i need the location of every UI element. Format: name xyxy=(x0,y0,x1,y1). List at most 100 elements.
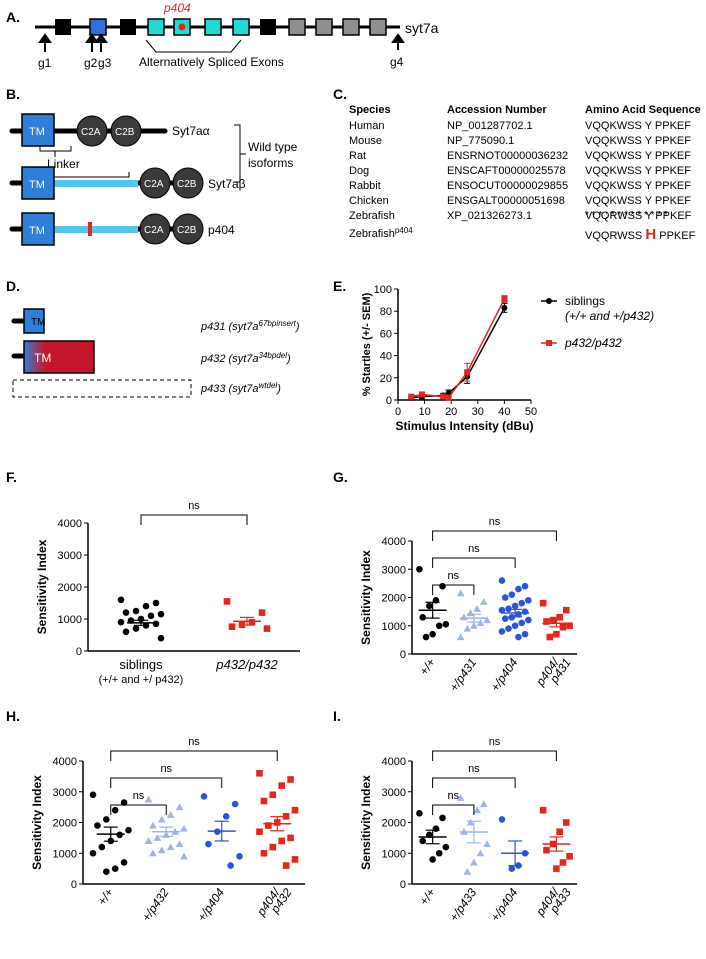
row-species: Dog xyxy=(349,165,369,177)
data-point xyxy=(416,809,423,817)
data-point xyxy=(442,621,450,628)
sequence-rows: Human NP_001287702.1 VQQKWSS Y PPKEF Mouse N… xyxy=(349,120,692,222)
data-point xyxy=(180,824,188,832)
significance-label: ns xyxy=(468,763,480,775)
exon-3 xyxy=(120,19,136,35)
data-point xyxy=(269,791,277,799)
data-point xyxy=(111,806,119,814)
data-point xyxy=(291,856,299,863)
significance-bracket xyxy=(432,777,516,788)
significance-label: ns xyxy=(447,790,459,802)
c2b-label-p404: C2B xyxy=(177,225,197,236)
x-tick-label: +/p404 xyxy=(488,885,521,924)
y-tick-label: 3000 xyxy=(382,564,406,576)
data-point xyxy=(147,612,155,620)
p431-truncated-protein xyxy=(23,308,45,334)
data-point xyxy=(120,799,128,806)
data-point xyxy=(132,625,140,632)
p431-tm-label: TM xyxy=(31,317,45,328)
row-sequence: VQQKWSS Y PPKEF xyxy=(585,150,691,162)
data-point xyxy=(144,795,153,803)
p433-label: p433 (syt7awtdel) xyxy=(200,381,281,395)
panel-b-letter: B. xyxy=(6,86,20,102)
significance-label: ns xyxy=(188,500,200,512)
x-tick-label: 40 xyxy=(498,406,510,418)
header-species: Species xyxy=(349,104,391,116)
data-point xyxy=(422,633,430,641)
p432-truncated-protein xyxy=(23,340,95,374)
data-point xyxy=(473,806,481,814)
data-point xyxy=(463,624,472,632)
data-point xyxy=(440,393,447,400)
data-point xyxy=(439,582,446,590)
data-point xyxy=(521,630,529,638)
x-tick-label: +/+ xyxy=(95,886,116,908)
data-point xyxy=(429,856,436,863)
data-point xyxy=(464,369,471,376)
data-point xyxy=(501,295,508,302)
data-point xyxy=(282,813,290,820)
row-species: Human xyxy=(349,120,384,132)
x-tick-label: p432/p432 xyxy=(215,657,278,672)
data-point xyxy=(269,843,277,851)
significance-bracket xyxy=(432,750,557,761)
y-tick-label: 0 xyxy=(76,646,82,658)
data-point xyxy=(149,849,157,857)
data-point xyxy=(117,618,125,626)
data-point xyxy=(231,800,239,808)
data-point xyxy=(103,868,110,875)
exon-alt-4 xyxy=(232,18,250,36)
data-point xyxy=(222,813,230,820)
data-point xyxy=(256,828,263,836)
x-tick-label: +/p431 xyxy=(447,656,480,694)
row-sequence: VQQRWSS Y PPKEF xyxy=(585,210,692,222)
tm-domain-alpha xyxy=(21,113,55,147)
legend-marker xyxy=(546,298,552,304)
data-point xyxy=(122,628,130,636)
significance-label: ns xyxy=(188,736,200,748)
data-point xyxy=(89,791,97,799)
chart-i-sensitivity: 0 1000 2000 3000 4000 Sensitivity Index +/+ +/p… xyxy=(359,736,577,924)
x-tick-label: +/p404 xyxy=(194,885,227,924)
data-point xyxy=(525,616,532,624)
data-point xyxy=(426,602,433,610)
data-point xyxy=(157,634,165,642)
legend-label: (+/+ and +/p432) xyxy=(565,309,654,323)
y-tick-label: 100 xyxy=(374,284,392,296)
data-point xyxy=(435,622,443,630)
data-point xyxy=(483,616,491,624)
data-point xyxy=(498,577,506,584)
data-point xyxy=(260,849,268,857)
data-point xyxy=(152,599,160,607)
linker-beta xyxy=(54,180,138,187)
row-accession: XP_021326273.1 xyxy=(447,210,532,222)
data-point xyxy=(117,596,125,604)
isoform-p404-label: p404 xyxy=(208,223,235,237)
y-tick-label: 0 xyxy=(71,879,77,891)
data-point xyxy=(149,821,157,829)
data-point xyxy=(278,782,285,789)
data-point xyxy=(525,597,532,604)
mutation-label: p404 xyxy=(163,1,191,15)
row-accession: NP_775090.1 xyxy=(447,135,514,147)
data-point xyxy=(508,865,516,872)
y-tick-label: 2000 xyxy=(53,818,77,830)
panel-d: D. TM TM p431 (syt7a67bpinsert) p432 (sy… xyxy=(6,278,300,398)
row-sequence: VQQKWSS Y PPKEF xyxy=(585,135,691,147)
data-point xyxy=(470,621,478,629)
header-accession: Accession Number xyxy=(447,104,547,116)
panel-b: B. TM C2A C2B Syt7aα Linker TM C2A C2B S… xyxy=(6,86,298,246)
data-point xyxy=(501,304,508,311)
exon-1 xyxy=(55,19,71,35)
y-tick-label: 2000 xyxy=(382,593,406,605)
guide-g2: g2 xyxy=(84,56,98,70)
y-tick-label: 80 xyxy=(380,306,392,318)
y-tick-label: 1000 xyxy=(382,621,406,633)
data-point xyxy=(158,846,166,854)
data-point xyxy=(419,837,427,845)
data-point xyxy=(466,818,475,826)
data-point xyxy=(566,622,573,630)
row-species: Zebrafish xyxy=(349,210,395,222)
gene-label: syt7a xyxy=(405,20,439,36)
data-point xyxy=(120,859,128,866)
